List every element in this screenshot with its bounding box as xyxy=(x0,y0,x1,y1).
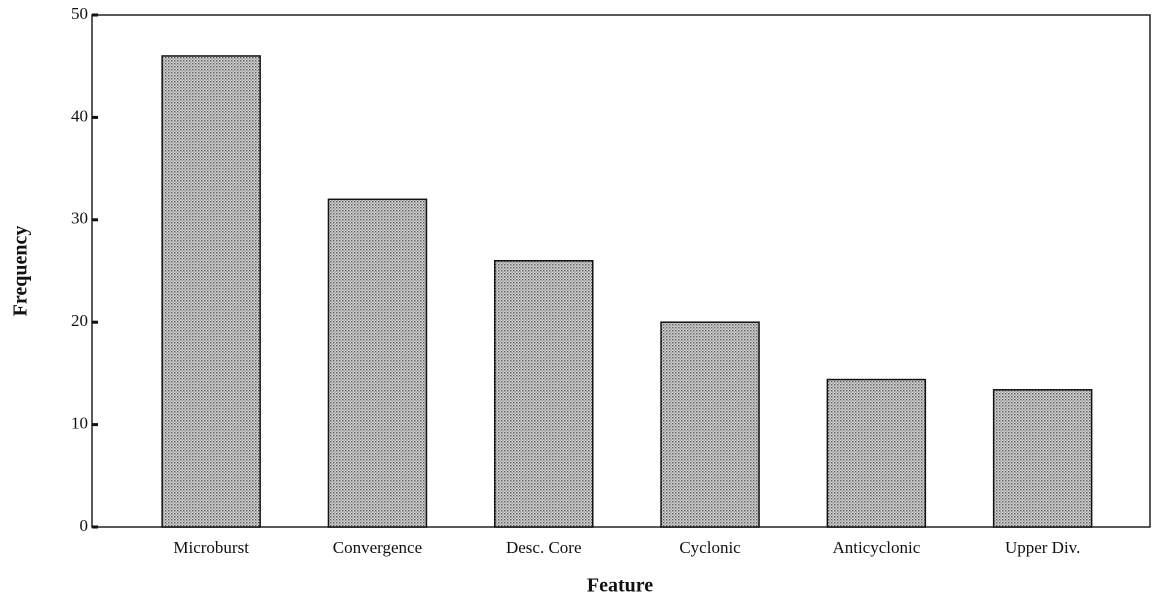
y-tick-label: 0 xyxy=(80,516,89,535)
x-tick-label: Cyclonic xyxy=(679,538,741,557)
x-tick-label: Upper Div. xyxy=(1005,538,1080,557)
plot-frame xyxy=(91,14,1151,528)
x-axis-title: Feature xyxy=(587,575,653,597)
bar xyxy=(826,378,927,528)
x-tick-label: Microburst xyxy=(173,538,249,557)
y-tick-label: 40 xyxy=(71,106,88,125)
y-tick-label: 50 xyxy=(71,4,88,23)
bar xyxy=(660,321,760,528)
bar xyxy=(327,198,428,528)
y-tick-label: 20 xyxy=(71,311,88,330)
x-tick-label: Anticyclonic xyxy=(832,538,920,557)
bar xyxy=(494,260,594,528)
bar xyxy=(161,55,261,528)
bar xyxy=(992,389,1093,528)
x-tick-label: Desc. Core xyxy=(506,538,582,557)
y-tick-label: 30 xyxy=(71,209,88,228)
x-tick-label: Convergence xyxy=(333,538,422,557)
y-axis-title: Frequency xyxy=(10,226,32,317)
y-tick-label: 10 xyxy=(71,414,88,433)
